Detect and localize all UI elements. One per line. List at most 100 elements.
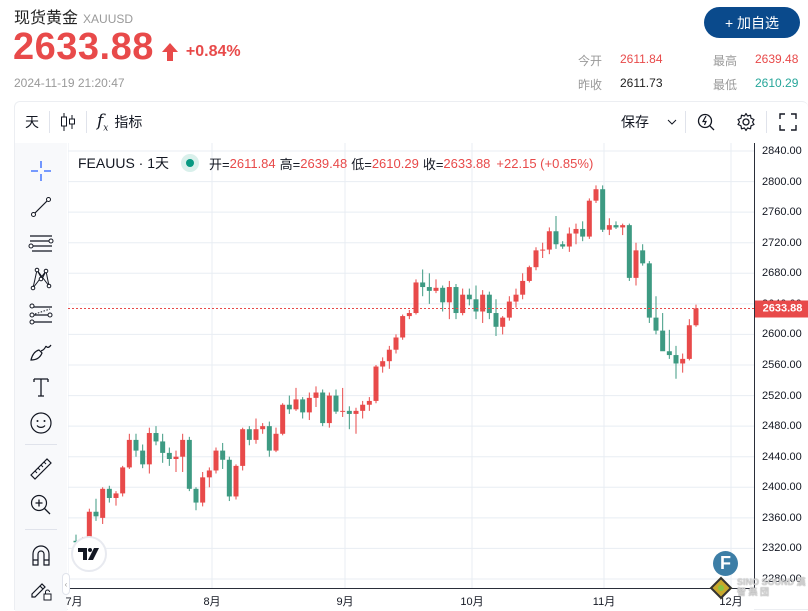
price-tick-label: 2440.00 bbox=[762, 450, 802, 463]
fullscreen-button[interactable] bbox=[767, 102, 808, 142]
measure-tool[interactable] bbox=[27, 455, 55, 483]
crosshair-tool[interactable] bbox=[27, 157, 55, 185]
stat-high: 最高 2639.48 bbox=[713, 52, 798, 69]
last-price-tag: 2633.88 bbox=[755, 300, 808, 318]
price-tick-label: 2600.00 bbox=[762, 328, 802, 341]
brush-icon bbox=[30, 344, 52, 361]
fib-retracement-tool[interactable] bbox=[27, 301, 55, 329]
price-tick-label: 2840.00 bbox=[762, 145, 802, 157]
collapse-toolbar-button[interactable]: ‹ bbox=[62, 573, 70, 595]
stat-label: 昨收 bbox=[578, 78, 603, 92]
time-tick-label: 12月 bbox=[719, 596, 743, 608]
legend-close-value: 2633.88 bbox=[443, 155, 491, 171]
instrument-symbol: XAUUSD bbox=[83, 12, 134, 26]
quote-timestamp: 2024-11-19 21:20:47 bbox=[14, 76, 125, 90]
save-label: 保存 bbox=[621, 114, 649, 130]
divider bbox=[766, 111, 767, 133]
horizontal-lines-tool[interactable] bbox=[27, 229, 55, 257]
function-icon: fx bbox=[97, 110, 109, 134]
crosshair-icon bbox=[31, 161, 51, 181]
save-button[interactable]: 保存 bbox=[611, 102, 659, 142]
gear-icon bbox=[737, 112, 755, 132]
time-tick-label: 9月 bbox=[336, 596, 354, 608]
market-status-icon bbox=[181, 154, 200, 172]
time-tick-label: 11月 bbox=[592, 596, 616, 608]
legend-low-key: 低= bbox=[351, 156, 372, 172]
zoom-tool[interactable] bbox=[27, 491, 55, 519]
legend-low-value: 2610.29 bbox=[371, 155, 419, 171]
divider bbox=[685, 111, 686, 133]
stat-value: 2639.48 bbox=[755, 52, 799, 66]
price-tick-label: 2520.00 bbox=[762, 389, 802, 402]
indicators-button[interactable]: fx 指标 bbox=[87, 102, 152, 142]
lock-drawings-tool[interactable] bbox=[27, 575, 55, 603]
settings-button[interactable] bbox=[726, 102, 766, 142]
time-axis[interactable]: 7月 8月 9月 10月 11月 12月 bbox=[65, 588, 754, 611]
magnet-tool[interactable] bbox=[27, 541, 55, 569]
divider bbox=[49, 111, 50, 133]
chart-plot-area[interactable]: FEAUUS · 1天 开= 2611.84 高= 2639.48 低= 2610.2… bbox=[68, 143, 754, 588]
tradingview-logo[interactable] bbox=[71, 536, 107, 572]
legend-high-key: 高= bbox=[279, 156, 301, 172]
price-tick-label: 2720.00 bbox=[762, 236, 802, 249]
quick-search-button[interactable] bbox=[686, 102, 726, 142]
instrument-name: 现货黄金 bbox=[14, 10, 79, 27]
stat-label: 最低 bbox=[713, 78, 738, 92]
add-watchlist-button[interactable]: + 加自选 bbox=[704, 7, 800, 38]
stat-open: 今开 2611.84 bbox=[578, 52, 663, 69]
time-tick-label: 8月 bbox=[203, 596, 221, 608]
price-tick-label: 2800.00 bbox=[762, 175, 802, 188]
chart-toolbar: 天 fx 指标 保存 bbox=[15, 102, 808, 142]
ruler-icon bbox=[30, 458, 52, 480]
legend-high-value: 2639.48 bbox=[300, 155, 348, 171]
stat-value: 2610.29 bbox=[755, 76, 799, 90]
emoji-tool[interactable] bbox=[27, 409, 55, 437]
f-badge-icon: F bbox=[713, 551, 738, 576]
trend-line-tool[interactable] bbox=[27, 193, 55, 221]
time-tick-label: 7月 bbox=[65, 596, 83, 608]
legend-change: +22.15 (+0.85%) bbox=[496, 155, 594, 171]
price-tick-label: 2680.00 bbox=[762, 267, 802, 280]
arrow-up-icon bbox=[161, 42, 178, 61]
watermark: SINO SOUND 漢 智 集 団 bbox=[737, 577, 806, 597]
brush-tool[interactable] bbox=[27, 337, 55, 365]
title-row: 现货黄金 XAUUSD bbox=[14, 4, 133, 28]
candlestick-chart bbox=[68, 143, 754, 588]
legend-close-key: 收= bbox=[422, 156, 444, 172]
divider bbox=[86, 111, 87, 133]
legend-open-value: 2611.84 bbox=[229, 155, 276, 171]
magnet-icon bbox=[32, 545, 50, 566]
last-price: 2633.88 bbox=[13, 26, 154, 68]
legend-open-key: 开= bbox=[209, 156, 230, 172]
interval-button[interactable]: 天 bbox=[15, 102, 49, 142]
horizontal-lines-icon bbox=[28, 235, 54, 252]
divider bbox=[25, 529, 57, 530]
price-axis[interactable]: 2840.002800.002760.002720.002680.002640.… bbox=[754, 143, 808, 588]
pencil-lock-icon bbox=[31, 583, 52, 601]
quote-header: 现货黄金 XAUUSD 2633.88 +0.84% 2024-11-19 21… bbox=[0, 0, 808, 100]
zoom-in-icon bbox=[30, 494, 51, 515]
stat-value: 2611.84 bbox=[620, 52, 663, 66]
text-tool[interactable] bbox=[27, 373, 55, 401]
indicators-label: 指标 bbox=[114, 114, 143, 130]
price-tick-label: 2560.00 bbox=[762, 359, 802, 371]
legend-symbol: FEAUUS · 1天 bbox=[78, 155, 170, 171]
candlestick-icon bbox=[61, 113, 75, 131]
price-tick-label: 2360.00 bbox=[762, 511, 802, 524]
drawing-toolbar bbox=[15, 143, 67, 611]
text-icon bbox=[33, 378, 49, 397]
toolbar-right: 保存 bbox=[611, 102, 808, 142]
price-tick-label: 2760.00 bbox=[762, 206, 802, 219]
price-row: 2633.88 +0.84% bbox=[13, 26, 241, 69]
price-tick-label: 2400.00 bbox=[762, 481, 802, 494]
change-percent: +0.84% bbox=[185, 42, 241, 60]
price-tick-label: 2480.00 bbox=[762, 420, 802, 433]
pattern-tool[interactable] bbox=[27, 265, 55, 293]
stat-prev-close: 昨收 2611.73 bbox=[578, 76, 663, 93]
stat-label: 今开 bbox=[578, 54, 603, 68]
save-menu-button[interactable] bbox=[659, 102, 685, 142]
tradingview-icon bbox=[78, 548, 99, 560]
chart-type-button[interactable] bbox=[50, 102, 86, 142]
price-tick-label: 2320.00 bbox=[762, 542, 802, 555]
divider bbox=[25, 444, 57, 445]
